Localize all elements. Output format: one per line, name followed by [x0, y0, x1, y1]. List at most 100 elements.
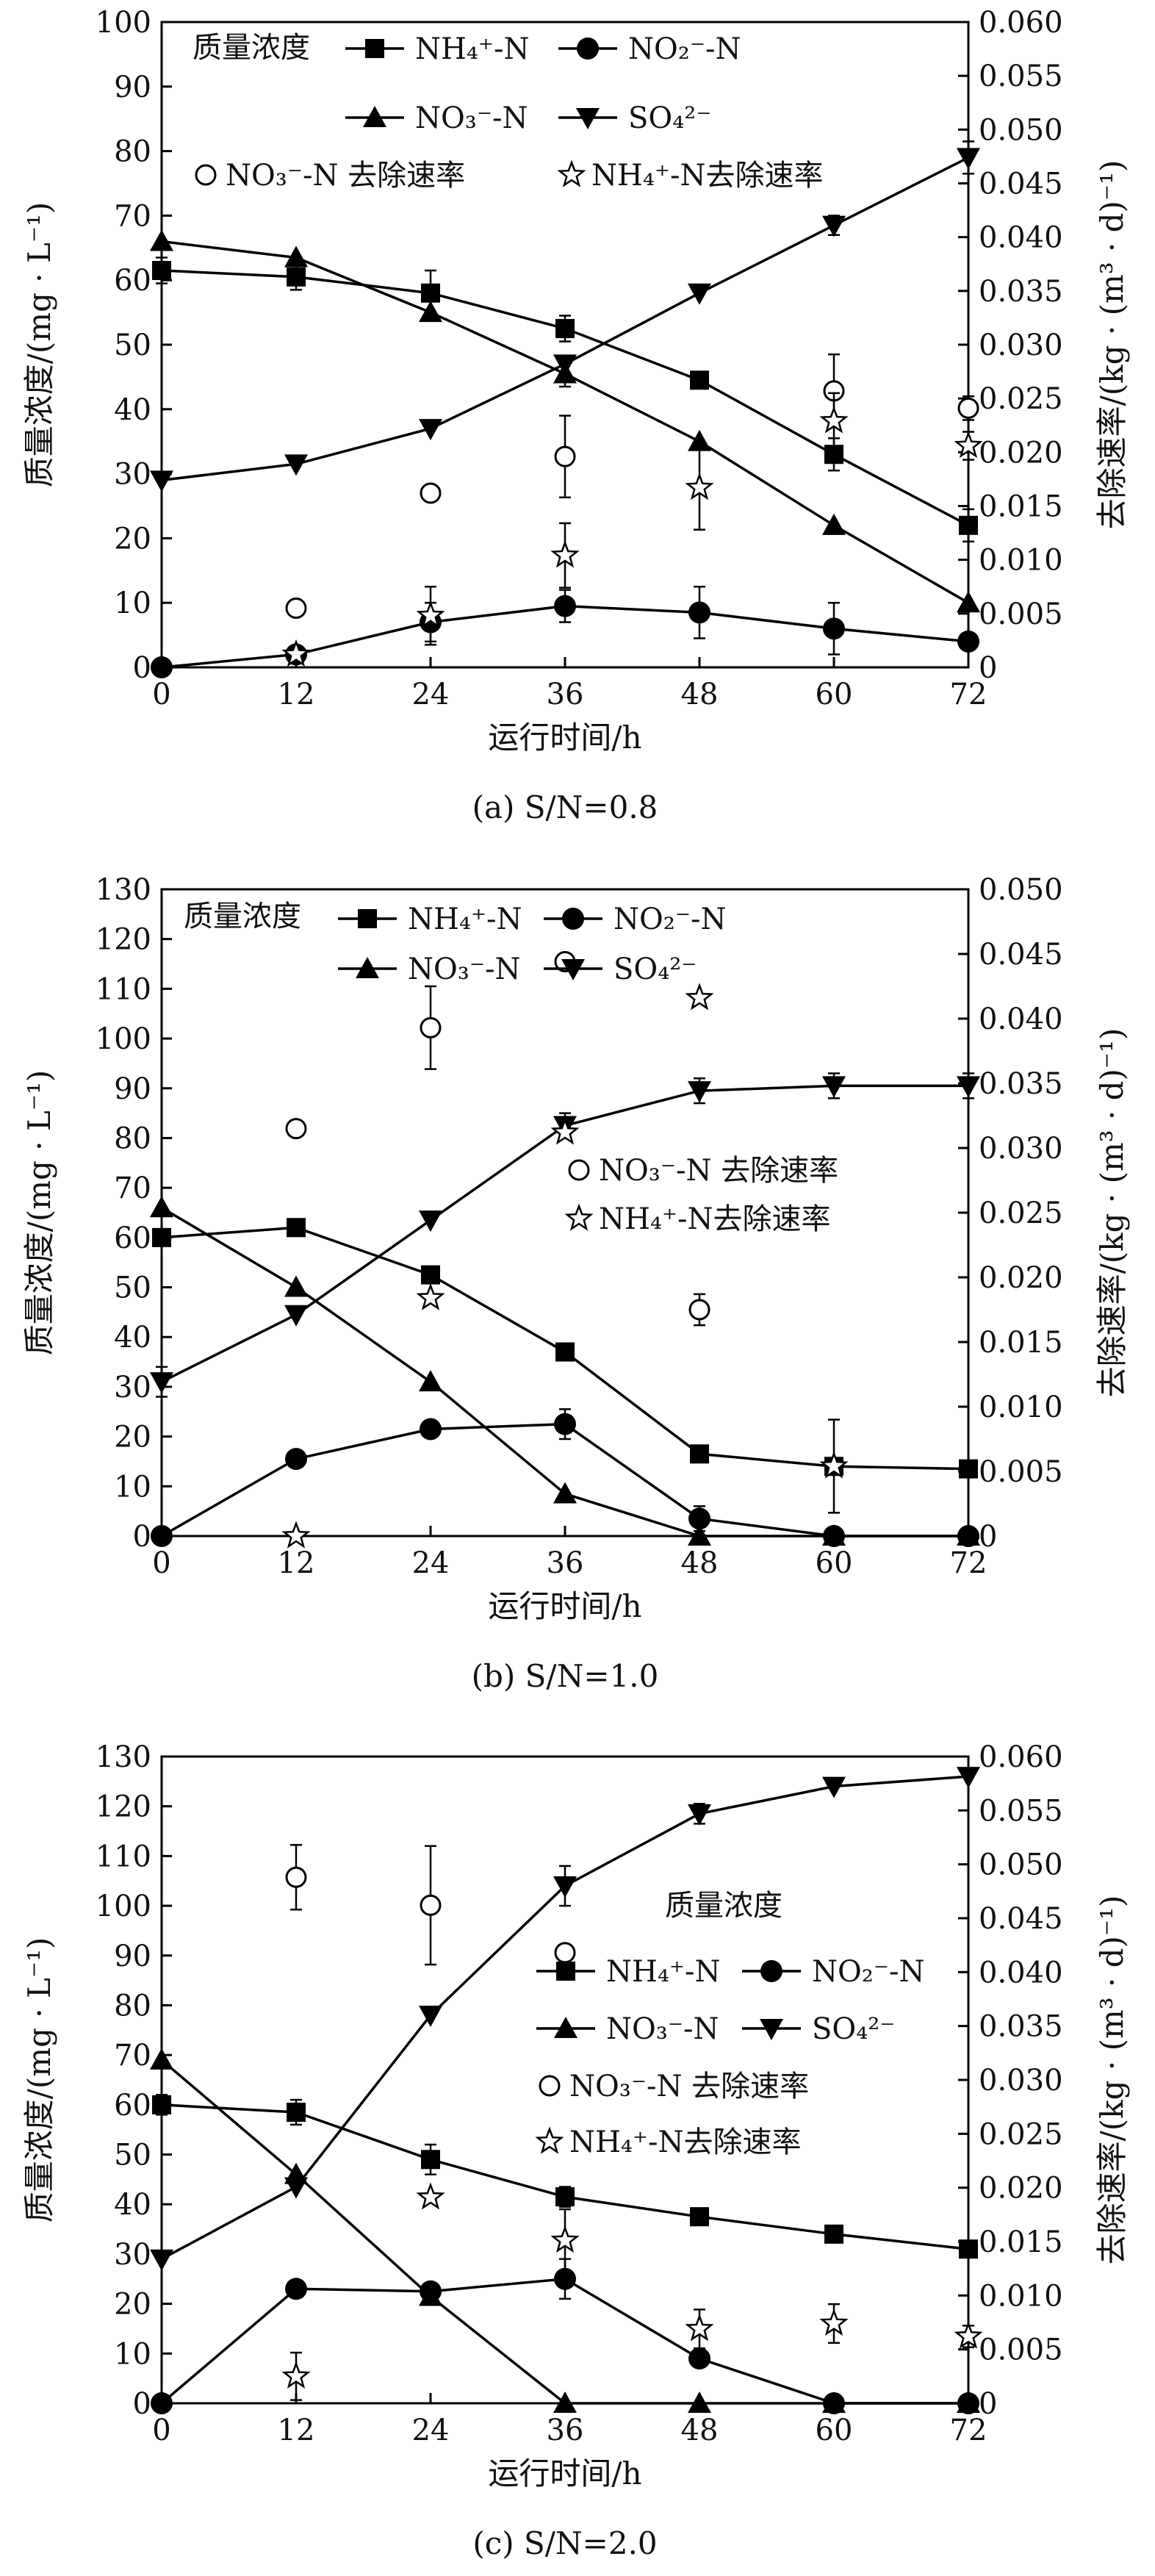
y2-axis-title: 去除速率/(kg · (m³ · d)⁻¹): [1094, 1028, 1130, 1398]
legend-label: SO₄²⁻: [812, 2012, 895, 2046]
legend-item-no3: NO₃⁻-N: [345, 101, 528, 135]
data-point: [420, 1016, 442, 1038]
rate-nh4_rate: [281, 983, 849, 1549]
data-point: [957, 1076, 980, 1098]
legend-label: NH₄⁺-N去除速率: [569, 2125, 802, 2159]
chart-panel-3: 0 12 24 36 48 60 72010203040506070809010011012…: [21, 1740, 1130, 2561]
y-tick-label: 60: [114, 264, 151, 298]
data-point: [550, 2225, 580, 2253]
data-point: [690, 1444, 709, 1464]
x-tick-label: 0: [152, 2414, 170, 2447]
x-tick-label: 12: [278, 678, 315, 711]
data-point: [957, 1524, 980, 1546]
y-axis-title: 质量浓度/(mg · L⁻¹): [21, 1070, 57, 1356]
data-point: [688, 1524, 711, 1546]
legend-label: NO₃⁻-N: [408, 952, 520, 986]
data-point: [285, 2278, 307, 2300]
x-tick-label: 60: [816, 1546, 853, 1580]
x-tick-label: 36: [547, 678, 584, 711]
y2-tick-label: 0: [979, 651, 997, 685]
data-point: [819, 2308, 849, 2336]
data-point: [553, 1876, 577, 1898]
legend-marker: [576, 108, 600, 129]
y-tick-label: 50: [114, 329, 151, 362]
y2-tick-label: 0.050: [979, 873, 1063, 907]
legend-marker: [535, 2126, 564, 2154]
data-point: [688, 1299, 710, 1321]
data-point: [150, 1196, 173, 1218]
y2-tick-label: 0.030: [979, 329, 1063, 362]
data-point: [688, 1507, 710, 1530]
data-point: [954, 2321, 983, 2349]
legend-item-no2: NO₂⁻-N: [558, 32, 741, 66]
y-tick-label: 10: [114, 586, 151, 620]
x-tick-label: 48: [681, 678, 719, 711]
y-tick-label: 90: [114, 1940, 151, 1973]
rate-no3_rate: [285, 353, 979, 620]
x-tick-label: 24: [412, 678, 450, 711]
data-point: [550, 540, 580, 568]
data-point: [150, 2249, 173, 2271]
legend-label: NO₂⁻-N: [812, 1955, 924, 1989]
series-no3: [150, 2048, 980, 2413]
data-point: [285, 1866, 307, 1888]
legend-item-no3-rate: NO₃⁻-N 去除速率: [195, 159, 465, 193]
panel-caption: (a) S/N=0.8: [472, 789, 658, 825]
x-tick-label: 48: [681, 2414, 719, 2447]
data-point: [688, 2392, 711, 2413]
data-point: [419, 301, 442, 323]
x-tick-label: 0: [152, 1546, 170, 1580]
y2-tick-label: 0.035: [979, 1067, 1063, 1101]
series-no3: [150, 1196, 980, 1546]
y-tick-label: 80: [114, 1989, 151, 2023]
panel-caption: (c) S/N=2.0: [472, 2525, 657, 2561]
legend-label: NO₃⁻-N: [606, 2012, 719, 2046]
legend-marker: [358, 909, 377, 928]
legend-label: SO₄²⁻: [628, 101, 711, 135]
y-axis-title: 质量浓度/(mg · L⁻¹): [21, 202, 57, 488]
y-tick-label: 20: [114, 1421, 151, 1454]
data-point: [822, 513, 846, 535]
data-point: [285, 598, 307, 620]
legend-marker: [557, 159, 586, 187]
y-tick-label: 60: [114, 1221, 151, 1255]
data-point: [419, 1210, 442, 1233]
x-tick-label: 12: [278, 1546, 315, 1580]
rate-nh4_rate: [281, 392, 983, 667]
series-nh4: [152, 256, 978, 543]
data-point: [688, 1081, 711, 1103]
data-point: [150, 229, 173, 251]
data-point: [555, 319, 575, 339]
rate-no3_rate: [285, 1844, 576, 1966]
legend-marker: [760, 2019, 783, 2040]
legend-title: 质量浓度: [184, 900, 301, 933]
y-tick-label: 100: [96, 6, 151, 40]
x-tick-label: 48: [681, 1546, 719, 1580]
y2-tick-label: 0.010: [979, 544, 1063, 578]
data-point: [822, 1524, 846, 1546]
y-tick-label: 90: [114, 1072, 151, 1106]
legend-marker: [577, 37, 599, 60]
x-tick-label: 36: [547, 1546, 584, 1580]
data-point: [688, 601, 710, 624]
chart-panel-1: 0 12 24 36 48 60 72010203040506070809010000.00…: [21, 6, 1130, 825]
y2-tick-label: 0.015: [979, 490, 1063, 524]
y-tick-label: 10: [114, 1470, 151, 1504]
data-point: [287, 267, 306, 287]
data-point: [420, 1894, 442, 1916]
legend-label: NH₄⁺-N: [606, 1955, 721, 1989]
y2-tick-label: 0.005: [979, 1455, 1063, 1489]
data-point: [954, 431, 983, 459]
y-tick-label: 10: [114, 2337, 151, 2371]
y-tick-label: 40: [114, 2188, 151, 2222]
data-point: [419, 1370, 442, 1392]
y-tick-label: 130: [96, 1740, 151, 1774]
y2-tick-label: 0.025: [979, 2117, 1063, 2151]
y-tick-label: 90: [114, 71, 151, 104]
y2-tick-label: 0.020: [979, 2172, 1063, 2206]
series-no2: [151, 2258, 979, 2414]
data-point: [554, 445, 576, 467]
legend-item-no3: NO₃⁻-N: [536, 2012, 719, 2046]
x-axis-title: 运行时间/h: [488, 1588, 641, 1624]
